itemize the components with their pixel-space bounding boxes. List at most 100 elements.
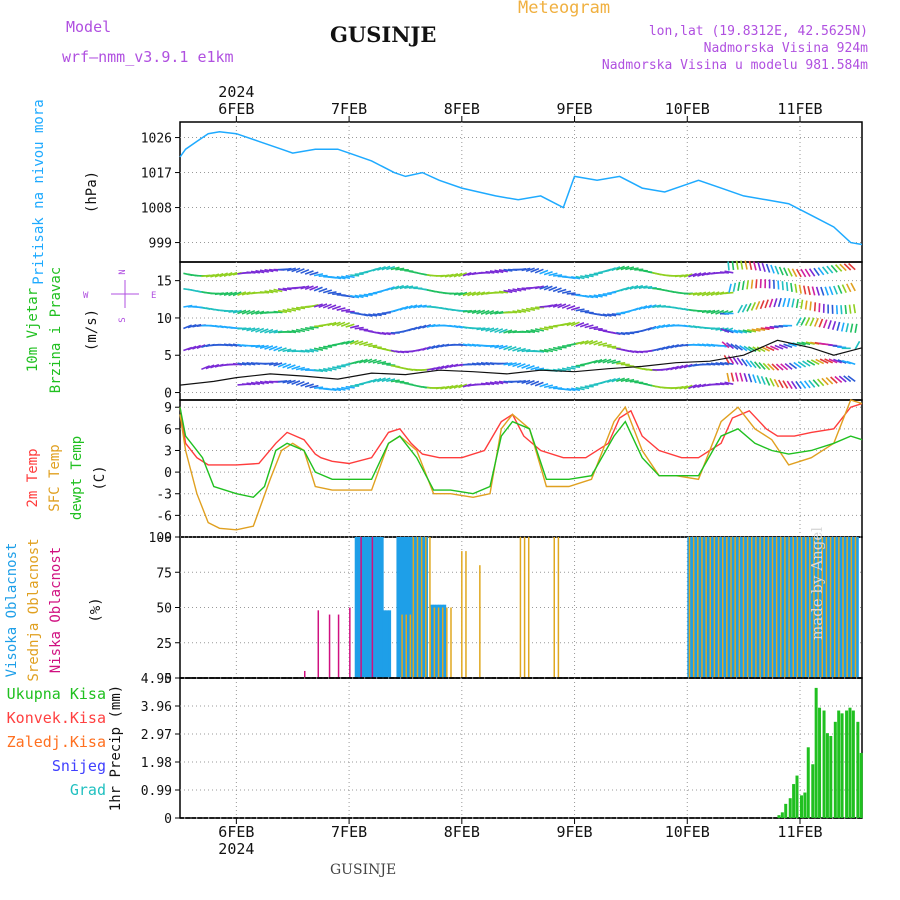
wind-arrow [670,343,680,349]
wind-arrow [417,324,427,330]
cloud-mid-bar [713,537,716,678]
wind-arrow [525,379,535,385]
wind-arrow [820,286,825,296]
cloud-mid-bar [717,537,720,678]
wind-arrow [598,342,608,347]
precip-bar [777,815,781,818]
wind-arrow [798,284,802,294]
wind-arrow [745,359,753,368]
top-date-label: 11FEB [777,100,822,118]
cloud-high-bar [430,604,434,678]
wind-arrow [561,290,572,294]
wind-arrow [741,358,748,367]
cloud-low-bar [304,670,306,678]
wind-arrow [765,326,775,330]
wind-arrow [616,377,625,383]
wind-arrow [512,310,522,314]
wind-arrow [752,374,757,384]
wind-arrow [854,340,861,350]
wind-arrow [808,268,816,277]
wind-arrow [498,290,509,294]
wind-arrow [291,365,301,370]
wind-arrow [688,272,697,278]
cloud-mid-bar [742,537,745,678]
wind-arrow [786,380,793,390]
cloud-high-bar [746,537,750,678]
wind-arrow [241,327,252,331]
wind-arrow [340,340,350,345]
wind-arrow [821,266,829,275]
wind-arrow [629,267,639,271]
wind-arrow [228,271,238,277]
wind-arrow [598,329,608,332]
cloud-low-bar [317,610,320,678]
wind-arrow [264,268,274,273]
wind-arrow [220,385,228,389]
wind-arrow [566,321,576,327]
precip-bar [780,812,784,818]
wind-arrow [264,328,274,334]
model-label: Model [66,18,112,36]
cloud-mid-bar [701,537,703,678]
wind-arrow [683,384,693,390]
wind-arrow [223,272,233,277]
wind-arrow [304,270,314,275]
wind-arrow [755,279,758,289]
cloud-mid-bar [705,537,707,678]
wind-arrow [835,305,838,315]
cloud-high-bar [785,537,789,678]
wind-arrow [806,359,816,366]
wind-arrow [643,304,652,310]
wind-arrow [809,301,812,311]
lonlat-label: lon,lat (19.8312E, 42.5625N) [648,24,868,39]
precip-bar [784,803,788,818]
wind-arrow [755,300,761,310]
wind-arrow [743,372,748,383]
wind-arrow [300,268,310,274]
wind-arrow [818,318,824,328]
wind-arrow [507,362,517,367]
precip-ylabel: 1hr Precip (mm) [108,685,124,811]
wind-arrow [381,362,391,365]
wind-arrow [332,292,342,295]
wind-arrow [773,298,778,308]
compass-s: S [118,317,128,322]
wind-arrow [237,327,247,330]
wind-arrow [688,384,698,390]
bottom-date-label: 6FEB [218,823,254,841]
cloud-high-bar [689,537,693,678]
wind-arrow [341,386,351,390]
precip-ytick-label: 2.97 [141,728,172,743]
wind-arrow [706,362,716,366]
wind-arrow [784,362,793,370]
wind-arrow [815,358,825,365]
wind-arrow [579,340,589,345]
wind-arrow [774,344,784,350]
wind-arrow [835,264,843,272]
wind-arrow [264,290,274,294]
wind-arrow [683,363,693,369]
pressure-line [179,130,863,246]
wind-arrow [494,269,504,274]
cloud-high-bar [365,537,369,678]
pressure-ytick-label: 999 [149,237,172,252]
wind-arrow [241,291,251,296]
wind-arrow [588,359,598,365]
wind-arrow [715,291,725,296]
wind-arrow [813,302,817,312]
wind-arrow [345,339,355,345]
cloud-high-bar [375,537,379,678]
wind-arrow [854,323,858,333]
wind-arrow [196,344,206,349]
wind-arrow [322,303,332,309]
cloud-mid-bar [709,537,712,678]
wind-arrow [246,309,256,315]
wind-arrow [476,309,486,315]
wind-arrow [521,379,531,384]
wind-arrow [625,332,635,335]
wind-arrow [811,286,816,296]
wind-arrow [449,363,459,369]
wind-arrow [250,344,261,348]
wind-arrow [210,273,220,278]
wind-arrow [841,284,847,294]
